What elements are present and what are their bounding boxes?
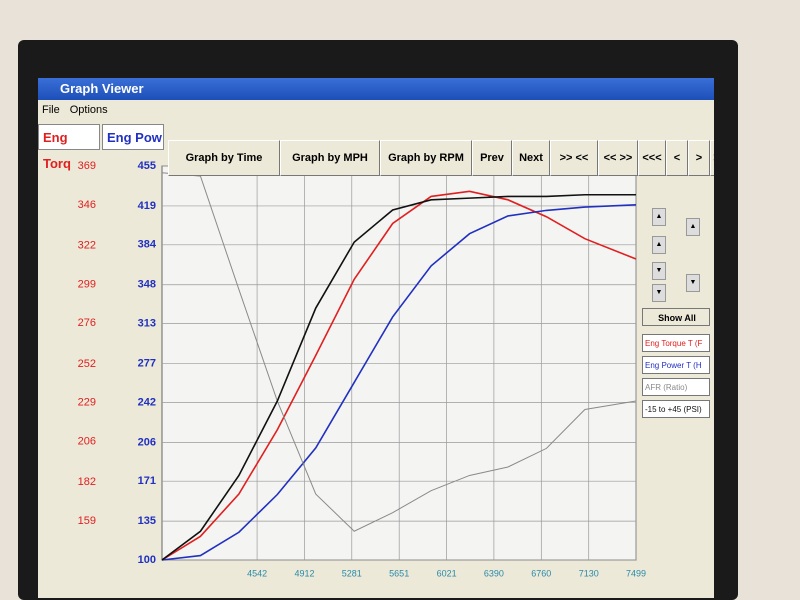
y2-tick-label: 206 <box>138 436 156 448</box>
y2-tick-label: 100 <box>138 554 156 566</box>
title-bar: Graph Viewer <box>38 78 714 100</box>
toolbar-button[interactable]: Graph by MPH <box>280 140 380 176</box>
y2-tick-label: 384 <box>138 239 157 251</box>
toolbar-button[interactable]: > <box>688 140 710 176</box>
menu-bar: File Options <box>38 100 714 120</box>
x-tick-label: 6390 <box>484 568 504 578</box>
toolbar-button[interactable]: <<< <box>638 140 666 176</box>
y2-tick-label: 419 <box>138 200 156 212</box>
menu-item[interactable]: File <box>42 104 60 116</box>
y-tick-label: 322 <box>78 239 96 251</box>
y-tick-label: 229 <box>78 397 96 409</box>
show-all-button[interactable]: Show All <box>642 308 710 326</box>
y-tick-label: 276 <box>78 317 96 329</box>
toolbar-button[interactable]: << >> <box>598 140 638 176</box>
x-tick-label: 5651 <box>389 568 409 578</box>
data-line <box>161 193 636 561</box>
menu-item[interactable]: Options <box>69 104 108 116</box>
y-tick-label: 252 <box>78 358 96 370</box>
y-tick-label: 369 <box>78 160 96 172</box>
window: Graph Viewer File Options Eng Torq Eng Po… <box>38 78 714 598</box>
y-tick-label: 159 <box>78 515 96 527</box>
x-tick-label: 6760 <box>531 568 551 578</box>
legend-entry[interactable]: Eng Power T (H <box>642 356 710 374</box>
legend-entry[interactable]: AFR (Ratio) <box>642 378 710 396</box>
y-tick-label: 206 <box>78 436 96 448</box>
y2-tick-label: 135 <box>138 515 156 527</box>
scroll-button[interactable]: ▲ <box>652 208 666 226</box>
toolbar-button[interactable]: >> << <box>550 140 598 176</box>
scroll-button[interactable]: ▲ <box>686 218 700 236</box>
x-tick-label: 6021 <box>437 568 457 578</box>
graph: 369 346 322 299 276 252 229 206 182 159 455 419 384 3… <box>78 160 646 578</box>
toolbar-button[interactable]: >>> <box>710 140 714 176</box>
y-tick-label: 346 <box>78 199 96 211</box>
toolbar-button[interactable]: Prev <box>472 140 512 176</box>
scroll-button[interactable]: ▲ <box>652 236 666 254</box>
scroll-button[interactable]: ▼ <box>652 284 666 302</box>
x-tick-label: 4912 <box>294 568 314 578</box>
y2-tick-label: 277 <box>138 357 156 369</box>
legend-entry[interactable]: Eng Torque T (F <box>642 334 710 352</box>
tab[interactable]: Eng Torq <box>38 124 100 171</box>
y2-tick-label: 348 <box>138 279 156 291</box>
x-tick-label: 4542 <box>247 568 267 578</box>
y2-tick-label: 171 <box>138 475 156 487</box>
toolbar-button[interactable]: Graph by Time <box>168 140 280 176</box>
toolbar-button[interactable]: Graph by RPM <box>380 140 472 176</box>
data-line <box>161 190 637 561</box>
scroll-button[interactable]: ▼ <box>686 274 700 292</box>
data-line <box>161 172 637 532</box>
y2-tick-label: 313 <box>138 318 156 330</box>
x-tick-label: 5281 <box>342 568 362 578</box>
legend-entry[interactable]: -15 to +45 (PSI) <box>642 400 710 418</box>
x-tick-label: 7130 <box>579 568 599 578</box>
y2-tick-label: 242 <box>138 396 156 408</box>
toolbar-button[interactable]: Next <box>512 140 550 176</box>
tab[interactable]: Eng Pow <box>102 124 164 150</box>
y2-tick-label: 455 <box>138 160 156 172</box>
y-tick-label: 299 <box>78 278 96 290</box>
y-tick-label: 182 <box>78 476 96 488</box>
data-line <box>161 204 637 561</box>
toolbar-button[interactable]: < <box>666 140 688 176</box>
x-tick-label: 7499 <box>626 568 646 578</box>
scroll-button[interactable]: ▼ <box>652 262 666 280</box>
